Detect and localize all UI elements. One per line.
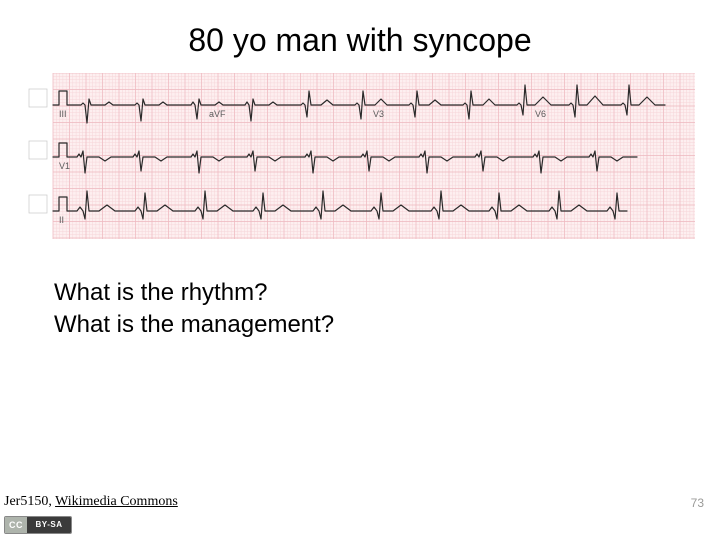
attribution: Jer5150, Wikimedia Commons: [4, 494, 178, 510]
question-management: What is the management?: [54, 309, 720, 341]
svg-text:aVF: aVF: [209, 109, 226, 119]
slide-title: 80 yo man with syncope: [0, 0, 720, 73]
cc-badge: CC BY-SA: [4, 516, 72, 534]
questions-block: What is the rhythm? What is the manageme…: [54, 277, 720, 342]
svg-text:II: II: [59, 215, 64, 225]
svg-text:III: III: [59, 109, 67, 119]
ecg-strip: III aVF V3 V6 V1 II: [25, 73, 695, 239]
svg-text:V3: V3: [373, 109, 384, 119]
question-rhythm: What is the rhythm?: [54, 277, 720, 309]
page-number: 73: [691, 496, 704, 510]
svg-text:V6: V6: [535, 109, 546, 119]
attribution-author: Jer5150: [4, 494, 48, 509]
cc-badge-right: BY-SA: [27, 517, 71, 533]
ecg-svg: III aVF V3 V6 V1 II: [25, 73, 695, 239]
cc-badge-left: CC: [5, 517, 27, 533]
svg-text:V1: V1: [59, 161, 70, 171]
attribution-source[interactable]: Wikimedia Commons: [55, 494, 178, 509]
